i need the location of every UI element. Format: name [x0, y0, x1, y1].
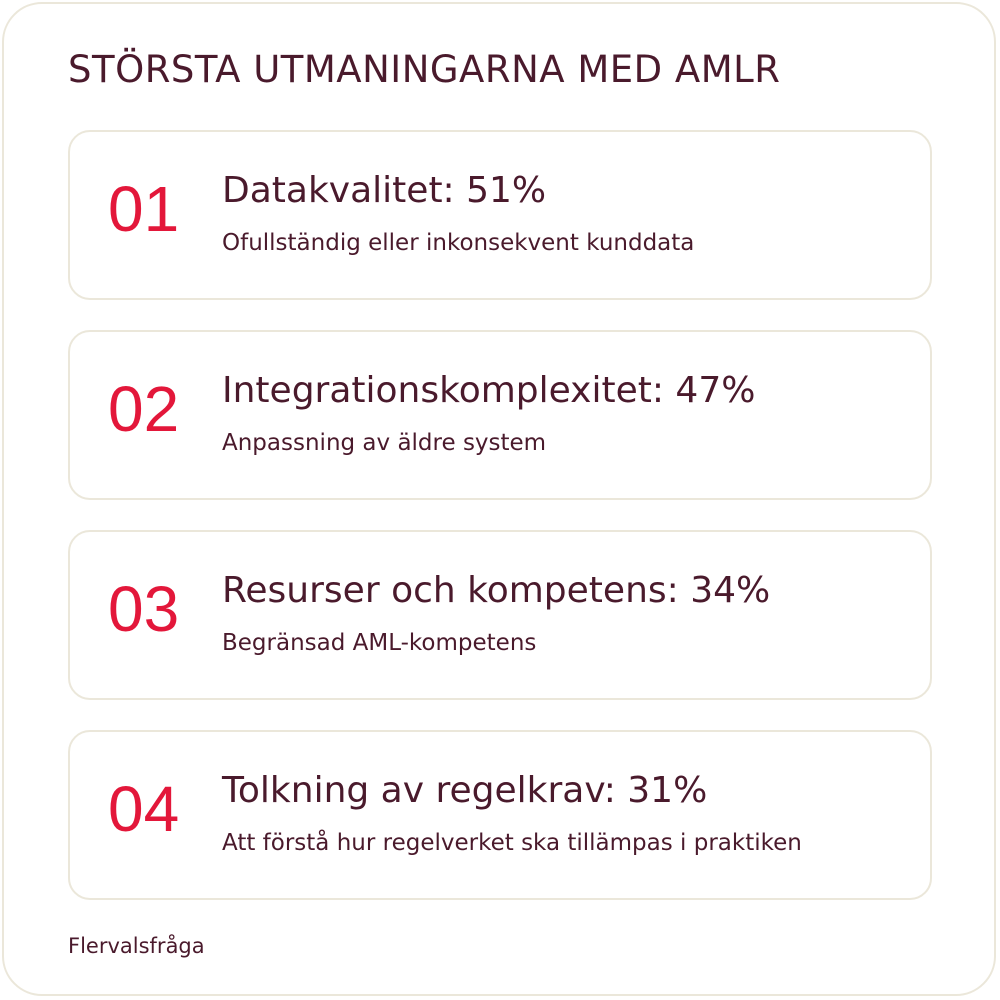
challenge-card: 01 Datakvalitet: 51% Ofullständig eller in…: [68, 130, 932, 300]
item-number: 01: [108, 173, 180, 245]
challenge-card: 02 Integrationskomplexitet: 47% Anpassning…: [68, 330, 932, 500]
item-number: 04: [108, 773, 180, 845]
item-number: 02: [108, 373, 180, 445]
title: STÖRSTA UTMANINGARNA MED AMLR: [68, 48, 781, 91]
item-heading: Datakvalitet: 51%: [222, 170, 547, 211]
item-description: Ofullständig eller inkonsekvent kunddata: [222, 230, 695, 256]
item-number: 03: [108, 573, 180, 645]
challenge-card: 04 Tolkning av regelkrav: 31% Att förstå h…: [68, 730, 932, 900]
challenge-card: 03 Resurser och kompetens: 34% Begränsad A…: [68, 530, 932, 700]
item-description: Begränsad AML-kompetens: [222, 630, 537, 656]
item-heading: Integrationskomplexitet: 47%: [222, 370, 756, 411]
item-description: Anpassning av äldre system: [222, 430, 547, 456]
item-heading: Tolkning av regelkrav: 31%: [222, 770, 708, 811]
item-heading: Resurser och kompetens: 34%: [222, 570, 771, 611]
item-description: Att förstå hur regelverket ska tillämpas…: [222, 830, 802, 856]
footer-note: Flervalsfråga: [68, 934, 205, 958]
